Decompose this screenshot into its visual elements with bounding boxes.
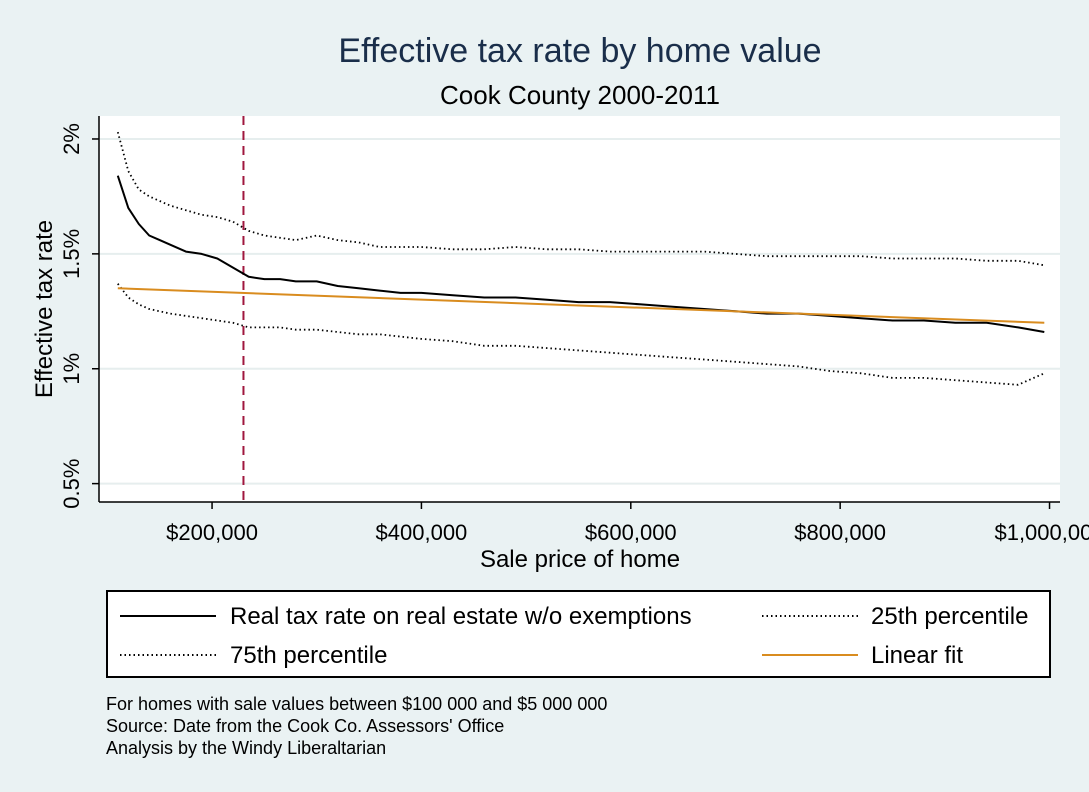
series-lines (116, 116, 1045, 502)
axes: 0.5% 1% 1.5% 2% $200,000 $400,000 $600,000 $800… (59, 116, 1089, 545)
x-tick-label: $1,000,000 (994, 520, 1089, 545)
note-sale-values: For homes with sale values between $100 … (106, 694, 607, 714)
y-tick-label: 1.5% (59, 229, 84, 279)
note-source: Source: Date from the Cook Co. Assessors… (106, 716, 504, 736)
y-tick-label: 2% (59, 123, 84, 155)
legend-label-real-tax-rate: Real tax rate on real estate w/o exempti… (230, 603, 692, 630)
y-axis-label: Effective tax rate (31, 220, 58, 398)
chart-title: Effective tax rate by home value (338, 32, 821, 70)
series-line-linear-fit (117, 287, 1045, 324)
series-line-75th-percentile (116, 131, 1045, 267)
legend-label-25th-percentile: 25th percentile (871, 603, 1028, 630)
x-tick-label: $800,000 (794, 520, 886, 545)
series-line-25th-percentile (117, 283, 1045, 386)
legend-label-75th-percentile: 75th percentile (230, 642, 387, 669)
x-tick-label: $200,000 (166, 520, 258, 545)
y-tick-label: 0.5% (59, 459, 84, 509)
note-analysis: Analysis by the Windy Liberaltarian (106, 738, 386, 758)
legend: Real tax rate on real estate w/o exempti… (106, 590, 1051, 678)
x-axis-label: Sale price of home (480, 546, 680, 573)
x-tick-label: $600,000 (585, 520, 677, 545)
legend-label-linear-fit: Linear fit (871, 642, 963, 669)
x-tick-label: $400,000 (376, 520, 468, 545)
series-line-real-tax-rate-on-real-estate-w-o-exemptions (116, 175, 1045, 333)
y-tick-label: 1% (59, 353, 84, 385)
gridlines (99, 137, 1060, 485)
plot-area (99, 116, 1060, 502)
legend-box (106, 590, 1051, 678)
chart-subtitle: Cook County 2000-2011 (440, 80, 720, 110)
